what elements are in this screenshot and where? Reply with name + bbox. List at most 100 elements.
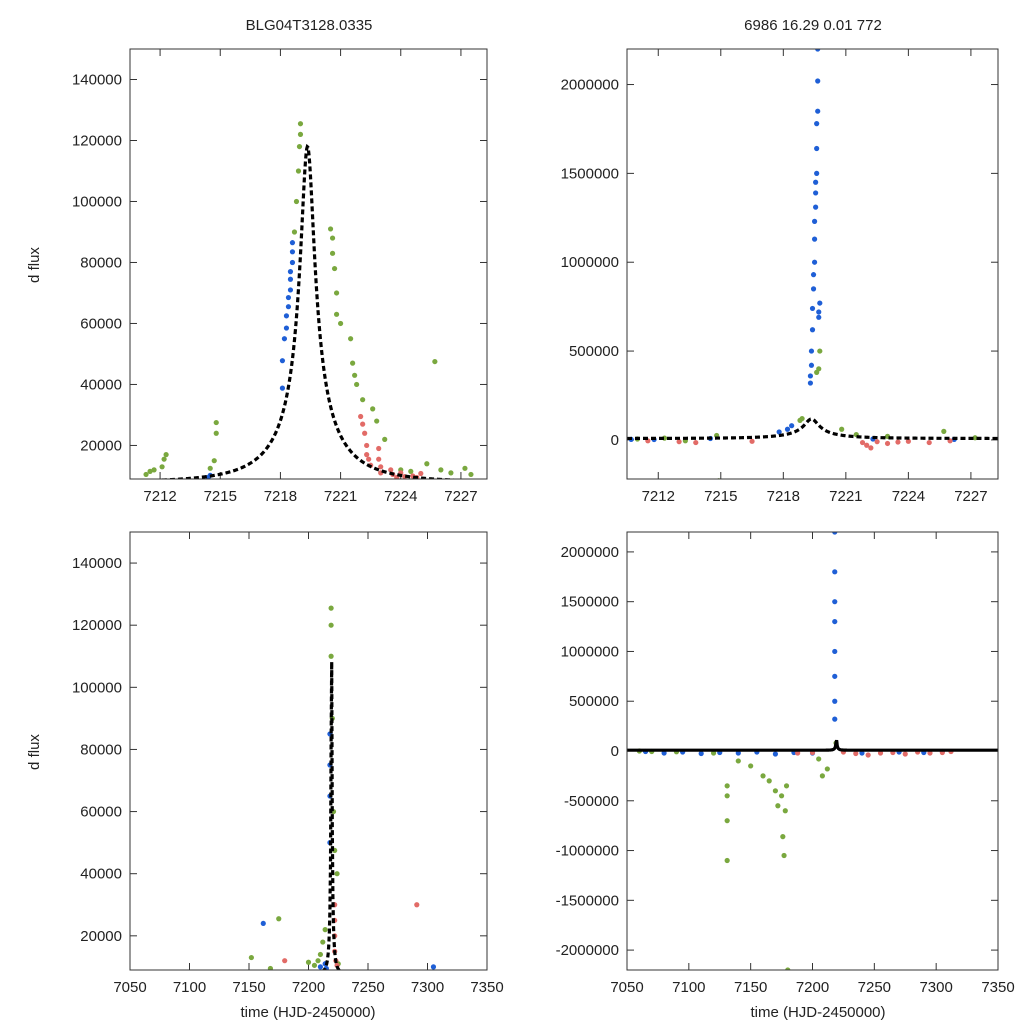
panel-bottom-right: 7050 7100 7150 7200 7250 7300 7350 -2000000 -150… bbox=[556, 531, 1015, 996]
y-tick-label: 0 bbox=[611, 432, 619, 449]
data-point-green bbox=[819, 773, 825, 779]
data-point-red bbox=[902, 751, 908, 757]
y-tick-label: 1500000 bbox=[561, 165, 619, 182]
data-point-blue bbox=[289, 240, 296, 246]
data-point-green bbox=[297, 131, 304, 137]
data-point-blue bbox=[832, 698, 838, 704]
title-right: 6986 16.29 0.01 772 bbox=[744, 17, 882, 34]
data-point-green bbox=[143, 471, 149, 478]
data-point-blue bbox=[289, 249, 296, 255]
y-tick-label: 60000 bbox=[80, 804, 122, 821]
data-point-blue bbox=[814, 170, 820, 176]
data-point-blue bbox=[815, 108, 821, 114]
data-point-green bbox=[295, 168, 302, 174]
data-point-blue bbox=[287, 287, 294, 293]
data-point-green bbox=[799, 415, 805, 422]
data-point-red bbox=[360, 421, 366, 427]
data-point-green bbox=[267, 965, 274, 970]
data-point-green bbox=[432, 358, 438, 365]
data-point-blue bbox=[285, 294, 292, 301]
model-curve bbox=[321, 661, 342, 970]
data-point-blue bbox=[813, 204, 819, 210]
data-point-blue bbox=[281, 336, 288, 342]
data-point-green bbox=[782, 808, 788, 814]
data-point-green bbox=[159, 464, 165, 470]
data-point-green bbox=[816, 756, 822, 762]
data-point-blue bbox=[832, 532, 838, 535]
data-point-green bbox=[328, 605, 334, 611]
data-point-green bbox=[317, 951, 323, 958]
y-tick-label: -2000000 bbox=[556, 942, 619, 959]
plot-frame bbox=[129, 48, 488, 480]
y-tick-label: 0 bbox=[611, 743, 619, 760]
data-point-red bbox=[282, 958, 288, 964]
data-point-green bbox=[315, 958, 321, 964]
data-point-green bbox=[760, 773, 766, 779]
data-point-green bbox=[213, 419, 219, 426]
data-point-blue bbox=[815, 49, 821, 52]
data-point-red bbox=[864, 442, 870, 448]
x-tick-label: 7150 bbox=[232, 979, 265, 996]
x-tick-label: 7215 bbox=[204, 488, 237, 505]
data-point-green bbox=[735, 758, 741, 764]
data-point-blue bbox=[814, 145, 820, 152]
panel-top-right: 7212 7215 7218 7221 7224 7227 0 500000 1000000 15… bbox=[561, 48, 999, 505]
data-point-green bbox=[748, 763, 754, 769]
data-point-blue bbox=[279, 385, 286, 391]
x-tick-label: 7100 bbox=[173, 979, 206, 996]
x-tick-label: 7212 bbox=[642, 488, 675, 505]
x-tick-label: 7212 bbox=[143, 488, 176, 505]
data-point-red bbox=[865, 752, 871, 758]
x-tick-label: 7350 bbox=[981, 979, 1014, 996]
ylabel-bottom-left: d flux bbox=[26, 734, 43, 770]
data-point-red bbox=[364, 442, 370, 449]
y-tick-label: 2000000 bbox=[561, 77, 619, 94]
data-point-green bbox=[311, 962, 318, 968]
data-point-blue bbox=[698, 750, 704, 757]
y-tick-label: 140000 bbox=[72, 71, 122, 88]
data-point-blue bbox=[832, 648, 838, 655]
data-point-green bbox=[785, 967, 791, 970]
panel-bottom-left: 7050 7100 7150 7200 7250 7300 7350 20000 40000 60… bbox=[72, 531, 504, 996]
data-point-red bbox=[376, 456, 382, 462]
data-point-green bbox=[772, 788, 779, 794]
data-point-blue bbox=[772, 751, 779, 757]
x-tick-label: 7224 bbox=[384, 488, 417, 505]
y-tick-label: 1000000 bbox=[561, 254, 619, 271]
plot-frame bbox=[626, 531, 999, 971]
data-point-green bbox=[333, 311, 340, 317]
data-point-red bbox=[364, 452, 370, 458]
data-point-green bbox=[462, 465, 468, 471]
data-point-green bbox=[291, 229, 298, 235]
data-point-red bbox=[676, 439, 682, 445]
x-tick-label: 7227 bbox=[954, 488, 987, 505]
data-point-blue bbox=[283, 313, 290, 319]
data-point-green bbox=[775, 803, 781, 809]
data-point-red bbox=[376, 445, 382, 452]
y-tick-label: 60000 bbox=[80, 315, 122, 332]
x-tick-label: 7215 bbox=[704, 488, 737, 505]
data-point-blue bbox=[832, 599, 838, 605]
data-point-blue bbox=[808, 348, 815, 354]
y-tick-label: 1500000 bbox=[561, 594, 619, 611]
data-point-green bbox=[972, 435, 978, 441]
data-point-green bbox=[333, 290, 340, 296]
x-tick-label: 7218 bbox=[767, 488, 800, 505]
y-tick-label: 1000000 bbox=[561, 643, 619, 660]
data-point-green bbox=[824, 766, 830, 772]
data-point-blue bbox=[811, 236, 818, 242]
panel-top-left: 7212 7215 7218 7221 7224 7227 20000 40000 60000 8… bbox=[72, 48, 488, 505]
data-point-red bbox=[884, 440, 891, 447]
data-point-blue bbox=[809, 305, 816, 312]
data-point-red bbox=[414, 902, 420, 908]
data-point-green bbox=[248, 954, 254, 961]
data-point-green bbox=[207, 465, 213, 471]
data-point-blue bbox=[260, 920, 266, 927]
data-point-green bbox=[334, 871, 340, 877]
data-point-green bbox=[320, 939, 326, 945]
data-point-green bbox=[350, 360, 356, 366]
data-point-blue bbox=[811, 218, 818, 224]
data-point-green bbox=[468, 471, 474, 478]
data-point-blue bbox=[813, 179, 819, 185]
data-point-blue bbox=[816, 309, 822, 315]
